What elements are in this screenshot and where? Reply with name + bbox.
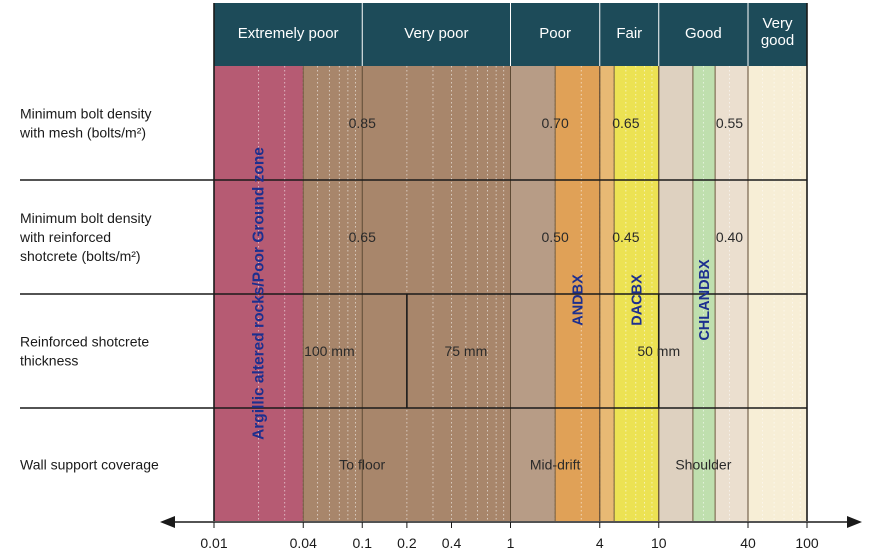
- support-value: 100 mm: [304, 343, 355, 359]
- row-label: thickness: [20, 353, 78, 369]
- header-class-label: Fair: [616, 25, 642, 42]
- header-class-label: Very poor: [404, 25, 468, 42]
- axis-tick-label: 0.1: [353, 535, 373, 551]
- axis-tick-label: 40: [740, 535, 756, 551]
- axis-tick-label: 100: [795, 535, 819, 551]
- header-class-label: Good: [685, 25, 722, 42]
- header-class-label: Very: [762, 15, 793, 32]
- support-value: 0.40: [716, 229, 743, 245]
- axis-arrow-right: [847, 516, 862, 528]
- axis-tick-label: 0.04: [290, 535, 317, 551]
- axis-tick-label: 0.2: [397, 535, 417, 551]
- header-class-label: good: [761, 32, 794, 49]
- support-value: 75 mm: [444, 343, 487, 359]
- support-value: 0.45: [612, 229, 639, 245]
- band-label: CHLANDBX: [697, 259, 713, 341]
- support-value: To floor: [339, 457, 385, 473]
- row-label: shotcrete (bolts/m²): [20, 248, 141, 264]
- support-value: 0.65: [349, 229, 376, 245]
- support-value: 0.85: [349, 115, 376, 131]
- support-value: 0.55: [716, 115, 743, 131]
- row-label: with mesh (bolts/m²): [19, 125, 146, 141]
- row-label: Wall support coverage: [20, 457, 159, 473]
- axis-tick-label: 0.01: [200, 535, 227, 551]
- header-class-label: Poor: [539, 25, 571, 42]
- axis-arrow-left: [160, 516, 175, 528]
- support-value: Shoulder: [675, 457, 731, 473]
- axis-tick-label: 10: [651, 535, 667, 551]
- header-class-label: Extremely poor: [238, 25, 339, 42]
- band-label: Argillic altered rocks/Poor Ground zone: [251, 147, 268, 440]
- row-label: Minimum bolt density: [20, 106, 152, 122]
- row-label: with reinforced: [19, 229, 111, 245]
- axis-tick-label: 1: [507, 535, 515, 551]
- band-label: ANDBX: [570, 274, 586, 326]
- axis-tick-label: 4: [596, 535, 604, 551]
- row-label: Minimum bolt density: [20, 210, 152, 226]
- support-value: 0.70: [542, 115, 569, 131]
- support-value: 0.50: [542, 229, 569, 245]
- support-value: Mid-drift: [530, 457, 581, 473]
- support-value: 0.65: [612, 115, 639, 131]
- row-label: Reinforced shotcrete: [20, 334, 149, 350]
- support-value: 50 mm: [637, 343, 680, 359]
- band-label: DACBX: [629, 274, 645, 326]
- axis-tick-label: 0.4: [442, 535, 462, 551]
